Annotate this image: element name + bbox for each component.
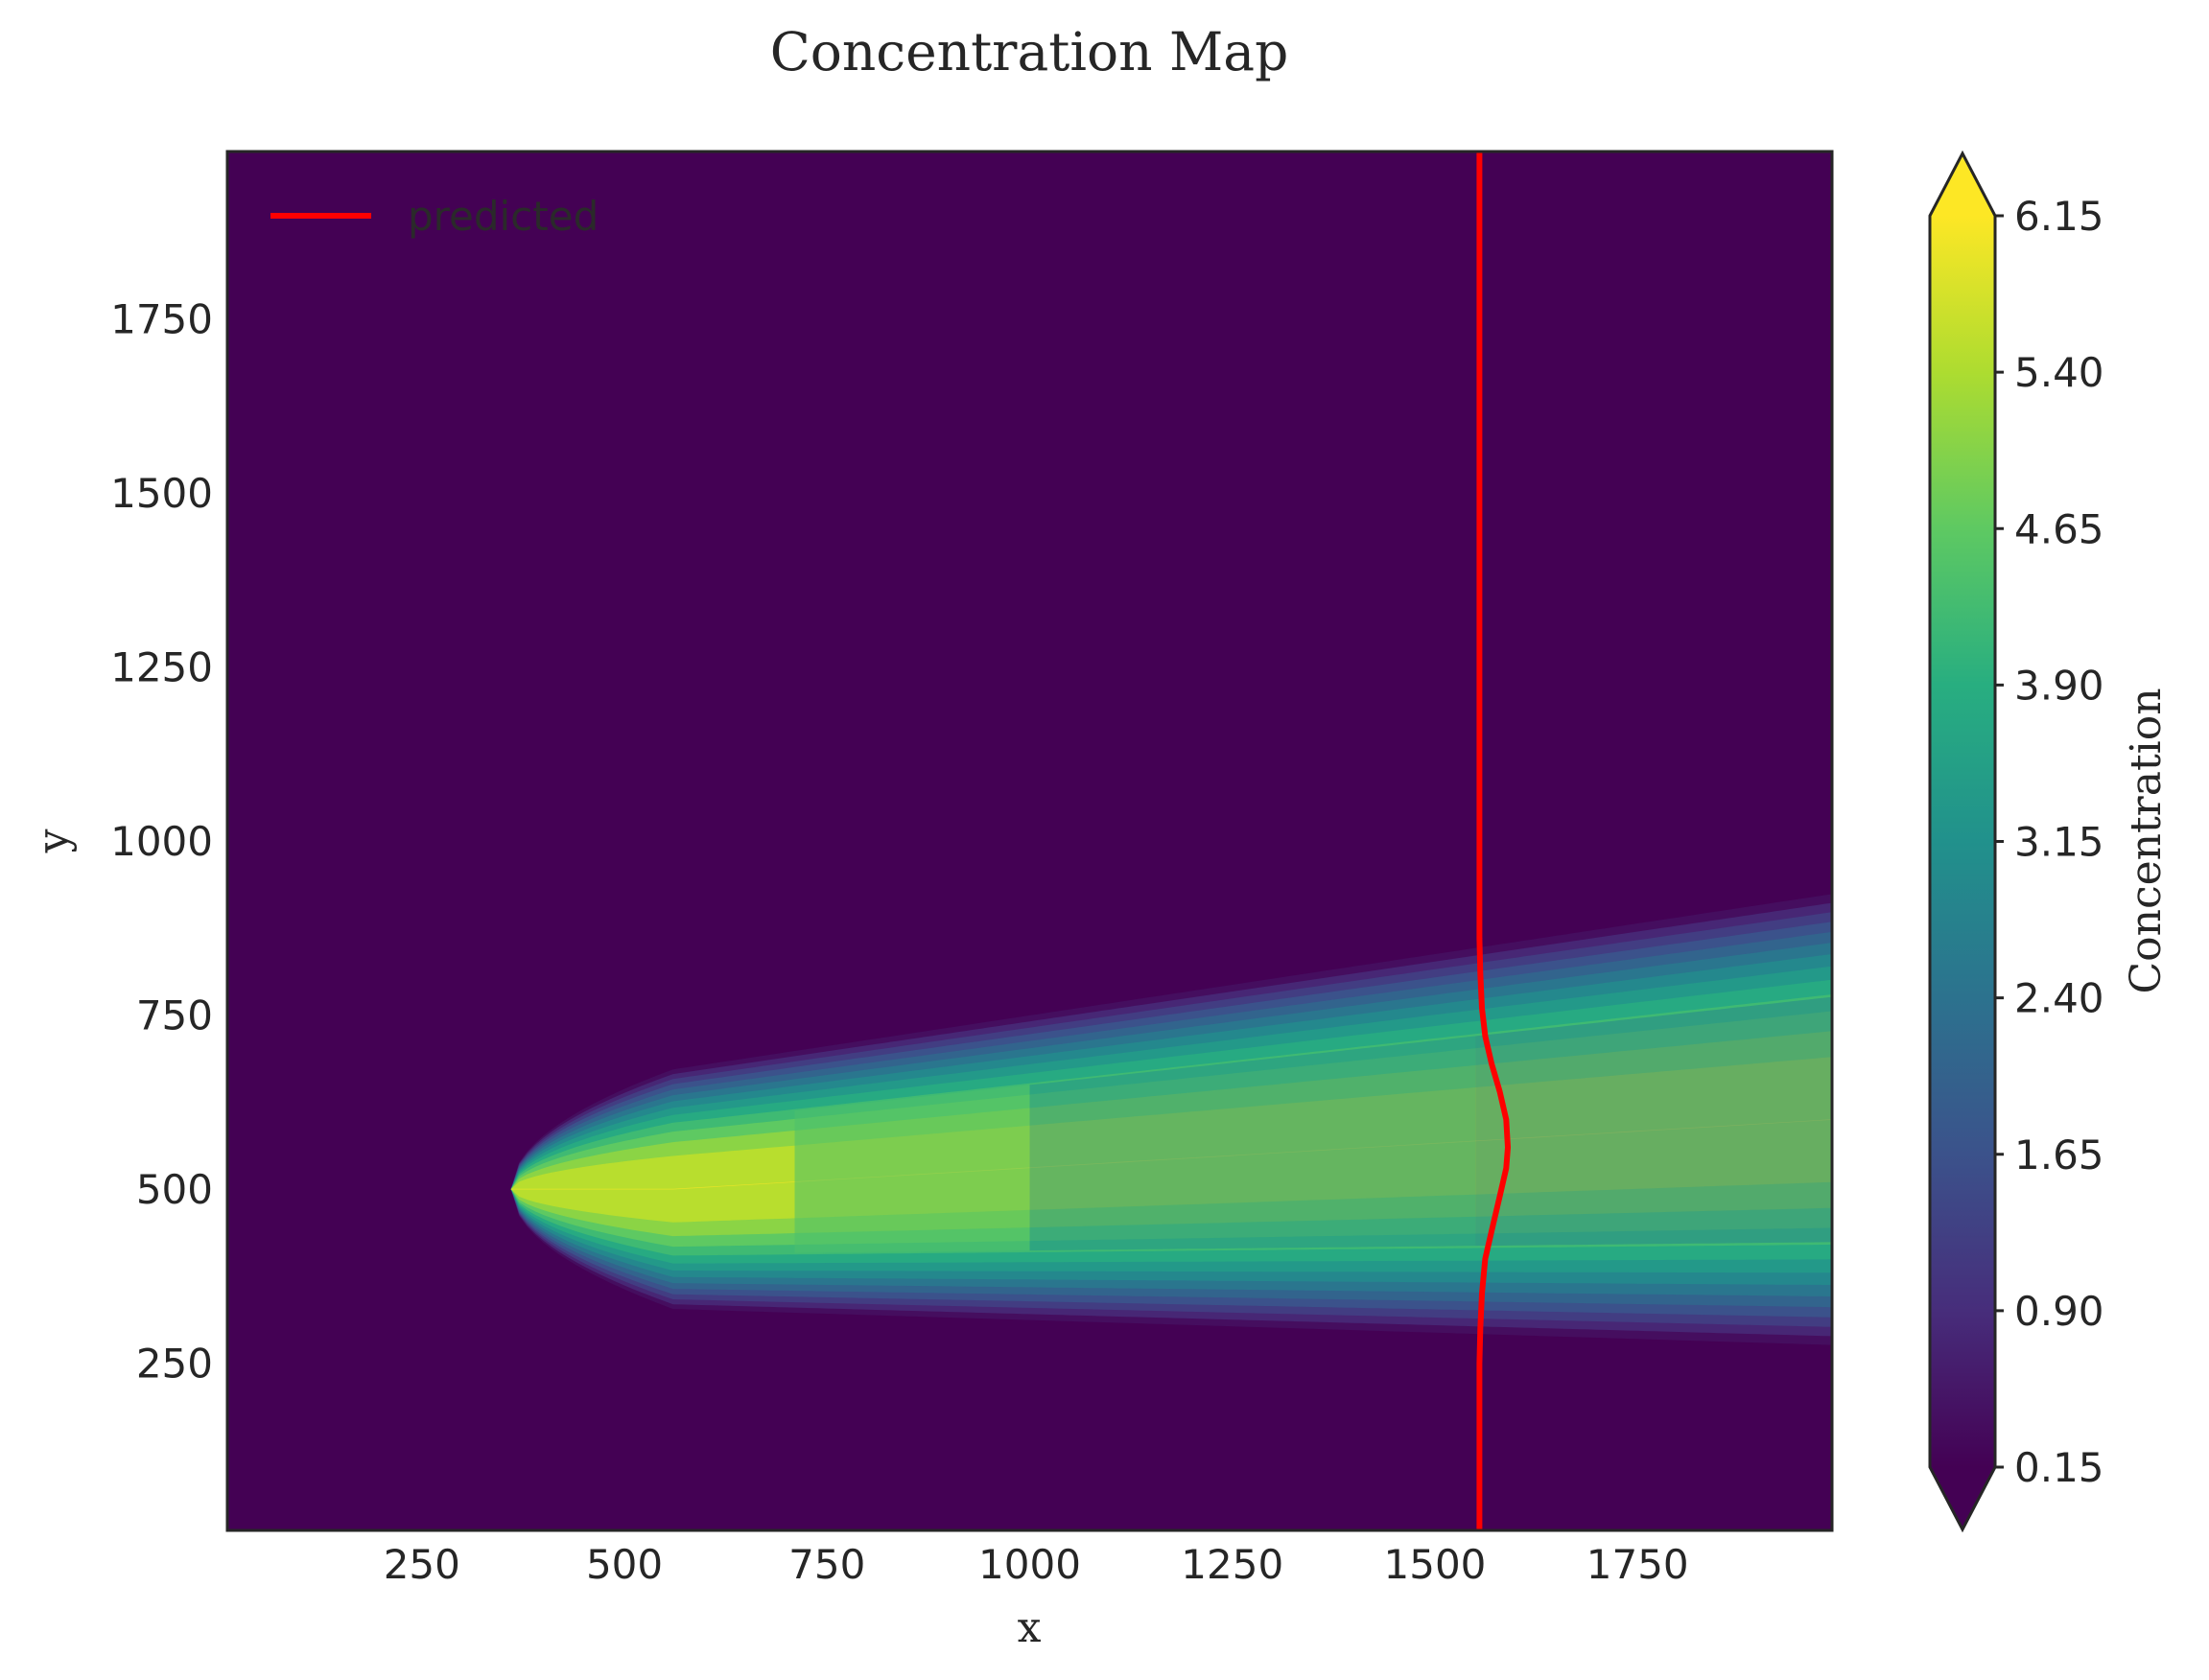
plot-frame [225,150,1834,1532]
colorbar-tick-label: 0.90 [2014,1288,2104,1335]
series-layer [1476,152,1511,1530]
x-tick-label: 250 [384,1541,460,1588]
legend: predicted [270,193,599,240]
colorbar-label: Concentration [2122,688,2171,993]
y-tick-label: 1250 [110,643,213,690]
y-tick-label: 750 [136,992,213,1039]
colorbar-tick-label: 3.90 [2014,662,2104,709]
x-tick-label: 500 [586,1541,663,1588]
x-axis-label: x [1018,1603,1042,1652]
colorbar-tick-label: 1.65 [2014,1132,2104,1178]
colorbar-tick-label: 0.15 [2014,1444,2104,1491]
x-tick-label: 1500 [1384,1541,1487,1588]
concentration-core-band [794,1085,1030,1253]
colorbar-tick-label: 2.40 [2014,975,2104,1022]
colorbar-ticks: 0.15 0.90 1.65 2.40 3.15 3.90 4.65 5.40 6.15 [1995,193,2104,1491]
chart-title: Concentration Map [770,21,1289,82]
y-tick-label: 1000 [110,818,213,865]
colorbar-tick-label: 6.15 [2014,193,2104,240]
y-tick-label: 1500 [110,470,213,517]
x-tick-label: 1000 [978,1541,1081,1588]
x-tick-label: 750 [788,1541,865,1588]
colorbar-extend-max [1930,153,1995,216]
y-axis-label: y [29,828,78,853]
colorbar: 0.15 0.90 1.65 2.40 3.15 3.90 4.65 5.40 6.15 Con… [1928,150,2171,1533]
y-tick-label: 500 [136,1166,213,1213]
y-tick-label: 250 [136,1341,213,1388]
legend-label-predicted: predicted [408,193,599,240]
y-tick-label: 1750 [110,295,213,342]
x-tick-label: 1750 [1586,1541,1689,1588]
colorbar-tick-label: 4.65 [2014,505,2104,552]
colorbar-gradient [1930,216,1995,1467]
x-axis-ticks: 250 500 750 1000 1250 1500 1750 [384,1541,1689,1588]
colorbar-extend-min [1930,1467,1995,1529]
series-line-predicted [1476,152,1511,1530]
y-axis-ticks: 250 500 750 1000 1250 1500 1750 [110,295,213,1387]
plot-area [225,150,1834,1532]
colorbar-tick-label: 3.15 [2014,819,2104,866]
x-tick-label: 1250 [1181,1541,1283,1588]
colorbar-tick-label: 5.40 [2014,349,2104,396]
concentration-core-band [1029,1036,1476,1251]
concentration-core-band [1475,996,1832,1247]
